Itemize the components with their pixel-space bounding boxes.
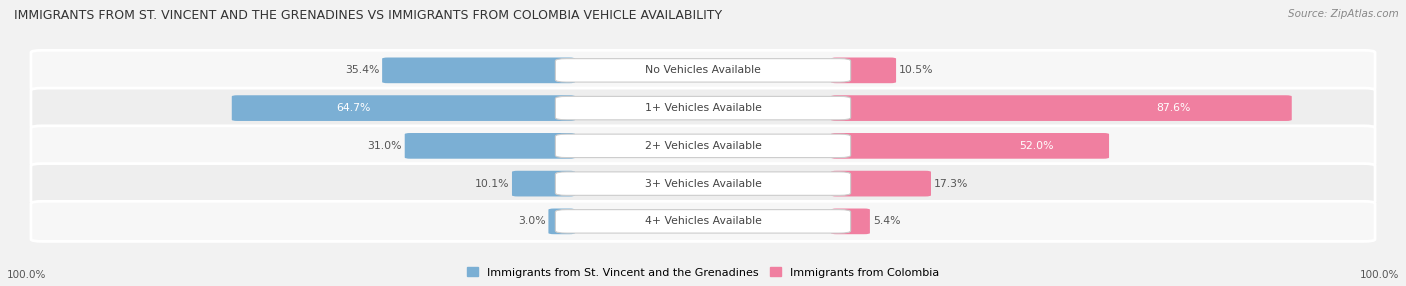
Text: 52.0%: 52.0% <box>1019 141 1054 151</box>
Text: 2+ Vehicles Available: 2+ Vehicles Available <box>644 141 762 151</box>
Text: No Vehicles Available: No Vehicles Available <box>645 65 761 75</box>
Text: 10.5%: 10.5% <box>898 65 934 75</box>
Text: 1+ Vehicles Available: 1+ Vehicles Available <box>644 103 762 113</box>
Text: 35.4%: 35.4% <box>344 65 380 75</box>
Text: 100.0%: 100.0% <box>7 270 46 279</box>
Text: 100.0%: 100.0% <box>1360 270 1399 279</box>
Text: 5.4%: 5.4% <box>873 217 900 226</box>
Text: 17.3%: 17.3% <box>934 179 969 188</box>
Text: 4+ Vehicles Available: 4+ Vehicles Available <box>644 217 762 226</box>
Text: 3.0%: 3.0% <box>517 217 546 226</box>
Text: 10.1%: 10.1% <box>475 179 509 188</box>
Text: Source: ZipAtlas.com: Source: ZipAtlas.com <box>1288 9 1399 19</box>
Text: 31.0%: 31.0% <box>367 141 402 151</box>
Legend: Immigrants from St. Vincent and the Grenadines, Immigrants from Colombia: Immigrants from St. Vincent and the Gren… <box>467 267 939 278</box>
Text: IMMIGRANTS FROM ST. VINCENT AND THE GRENADINES VS IMMIGRANTS FROM COLOMBIA VEHIC: IMMIGRANTS FROM ST. VINCENT AND THE GREN… <box>14 9 723 21</box>
Text: 64.7%: 64.7% <box>336 103 371 113</box>
Text: 3+ Vehicles Available: 3+ Vehicles Available <box>644 179 762 188</box>
Text: 87.6%: 87.6% <box>1157 103 1191 113</box>
